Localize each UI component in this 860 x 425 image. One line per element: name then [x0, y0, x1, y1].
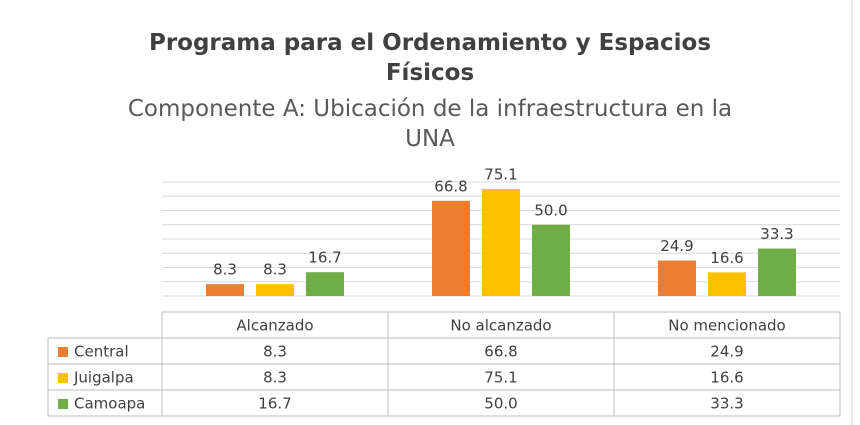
legend-key [58, 373, 68, 383]
data-label: 16.6 [710, 249, 743, 267]
bar [482, 188, 520, 296]
table-cell: 8.3 [263, 343, 287, 361]
data-label: 75.1 [484, 165, 517, 183]
table-cell: 8.3 [263, 369, 287, 387]
data-label: 16.7 [308, 249, 341, 267]
bar [256, 284, 294, 296]
data-label: 33.3 [760, 225, 793, 243]
bar [708, 272, 746, 296]
bar [758, 248, 796, 296]
table-cell: 33.3 [710, 395, 743, 413]
data-label: 66.8 [434, 177, 467, 195]
bar [532, 224, 570, 296]
table-cell: 16.6 [710, 369, 743, 387]
data-label: 8.3 [263, 261, 287, 279]
bar [306, 272, 344, 296]
chart-subtitle: Componente A: Ubicación de la infraestru… [127, 96, 733, 152]
legend-label: Central [74, 343, 129, 361]
table-cell: 24.9 [710, 343, 743, 361]
legend-key [58, 399, 68, 409]
chart-title: Programa para el Ordenamiento y Espacios… [148, 30, 712, 86]
x-tick-label: No mencionado [668, 317, 786, 335]
data-label: 24.9 [660, 237, 693, 255]
table-cell: 16.7 [258, 395, 291, 413]
legend-key [58, 347, 68, 357]
bar [658, 260, 696, 296]
data-label: 50.0 [534, 201, 567, 219]
x-tick-label: Alcanzado [236, 317, 313, 335]
table-cell: 75.1 [484, 369, 517, 387]
legend-label: Juigalpa [73, 369, 134, 387]
bar [432, 200, 470, 296]
x-tick-label: No alcanzado [450, 317, 551, 335]
table-cell: 66.8 [484, 343, 517, 361]
bar [206, 284, 244, 296]
legend-label: Camoapa [74, 395, 145, 413]
table-cell: 50.0 [484, 395, 517, 413]
data-label: 8.3 [213, 261, 237, 279]
